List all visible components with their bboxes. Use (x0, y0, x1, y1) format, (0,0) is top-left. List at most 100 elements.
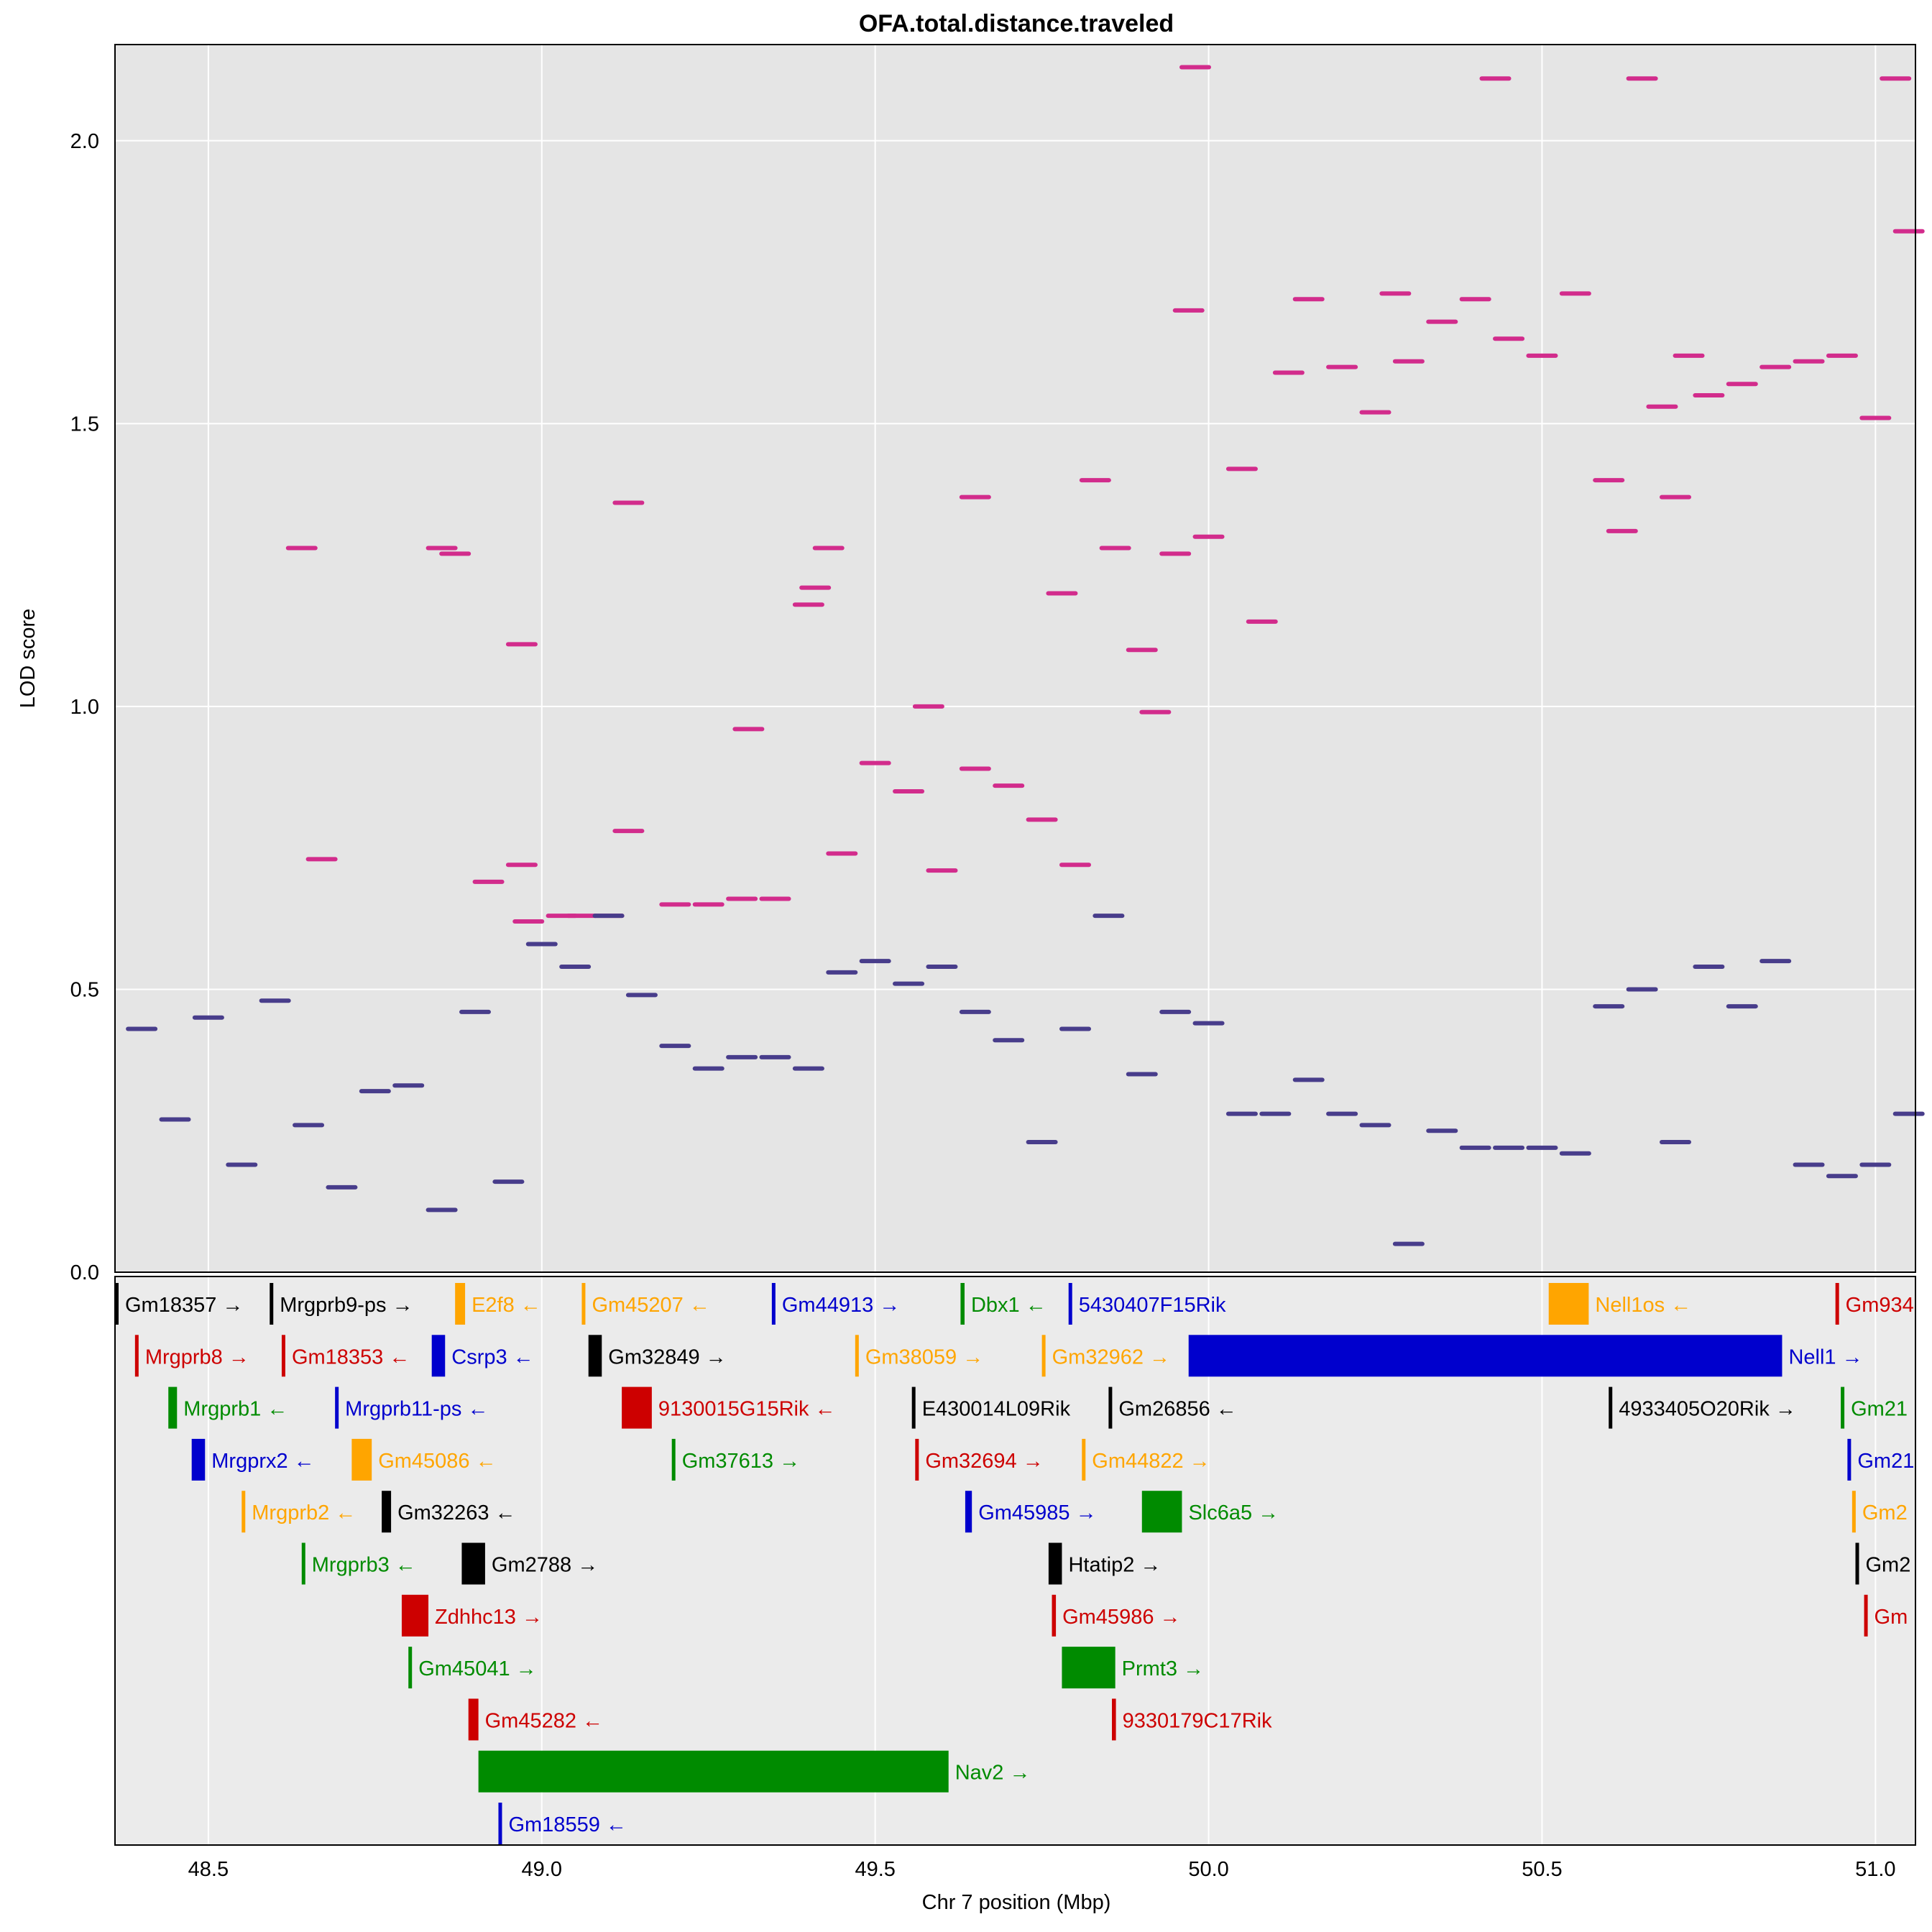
data-point (159, 1117, 191, 1122)
data-point (1326, 364, 1358, 369)
gene-label: E430014L09Rik (922, 1398, 1071, 1421)
data-point (1726, 382, 1758, 387)
gene-label: Mrgprb8 → (145, 1346, 249, 1368)
gene-body (1041, 1335, 1046, 1377)
gene-body (671, 1438, 676, 1481)
data-point (959, 1009, 991, 1014)
gene-body (1068, 1283, 1072, 1325)
data-point (1359, 410, 1392, 415)
data-point (1559, 1151, 1591, 1156)
gene-panel-border (114, 1276, 1916, 1846)
gene-label: Gm18357 → (125, 1294, 243, 1317)
data-point (692, 902, 724, 907)
data-point (625, 993, 658, 998)
x-tick-label: 49.0 (522, 1858, 562, 1881)
gene-body (622, 1386, 652, 1429)
y-tick-label: 0.5 (70, 978, 99, 1001)
data-point (1092, 914, 1125, 919)
data-point (559, 964, 592, 969)
gene-label: Nell1 → (1788, 1346, 1862, 1368)
data-point (1426, 319, 1458, 324)
gene-label: Mrgprb9-ps → (280, 1294, 413, 1317)
data-point (1493, 336, 1525, 341)
data-point (812, 546, 845, 551)
gene-body (134, 1335, 139, 1377)
gene-body (1609, 1386, 1613, 1429)
x-tick-label: 51.0 (1855, 1858, 1895, 1881)
gene-panel: Gm18357 → Mrgprb9-ps → E2f8 ← Gm45207 ← Gm44… (114, 1276, 1916, 1846)
data-point (1126, 648, 1158, 653)
data-point (1392, 1241, 1425, 1246)
data-point (1559, 291, 1591, 296)
gene-label: Zdhhc13 → (435, 1606, 543, 1629)
data-point (126, 1026, 158, 1031)
gene-body (431, 1335, 446, 1377)
gene-body (581, 1283, 586, 1325)
data-point (492, 1179, 525, 1184)
gene-label: Gm45086 ← (378, 1450, 496, 1473)
gene-label: Gm45986 → (1062, 1606, 1180, 1629)
data-point (1159, 1009, 1192, 1014)
gene-body (408, 1647, 413, 1689)
gene-body (242, 1491, 246, 1533)
data-point (692, 1066, 724, 1071)
data-point (959, 766, 991, 771)
x-tick-label: 50.5 (1522, 1858, 1562, 1881)
data-point (993, 1038, 1025, 1043)
gene-label: Gm2788 → (492, 1554, 598, 1577)
data-point (1099, 546, 1131, 551)
data-point (926, 964, 958, 969)
data-point (1859, 1162, 1892, 1167)
data-point (1673, 353, 1705, 358)
data-point (993, 783, 1025, 788)
gene-body (911, 1386, 916, 1429)
gene-label: E2f8 ← (472, 1294, 541, 1317)
data-point (959, 494, 991, 500)
data-point (826, 851, 858, 856)
data-point (612, 500, 645, 505)
gene-body (191, 1438, 206, 1481)
data-point (226, 1162, 258, 1167)
gene-body (461, 1542, 485, 1585)
gene-label: Nav2 → (955, 1762, 1031, 1785)
gene-tracks: Gm18357 → Mrgprb9-ps → E2f8 ← Gm45207 ← Gm44… (115, 1283, 1914, 1844)
lod-panel (114, 44, 1925, 1273)
data-point (799, 585, 832, 590)
data-point (1760, 959, 1792, 964)
data-point (1046, 591, 1078, 596)
data-point (459, 1009, 491, 1014)
gene-label: Gm18559 ← (508, 1813, 626, 1836)
gene-label: Gm21 (1851, 1398, 1908, 1421)
gene-body (960, 1283, 965, 1325)
gene-body (915, 1438, 919, 1481)
data-point (1026, 817, 1058, 822)
data-point (1192, 1021, 1225, 1026)
data-point (359, 1089, 391, 1094)
data-point (659, 1044, 691, 1049)
gene-body (1052, 1594, 1057, 1637)
data-point (566, 914, 598, 919)
gene-body (771, 1283, 776, 1325)
y-axis: 0.0 0.5 1.0 1.5 2.0 (70, 130, 99, 1284)
data-point (426, 1208, 458, 1213)
gene-body (1141, 1491, 1182, 1533)
data-point (893, 788, 925, 794)
gene-label: Gm934 (1846, 1294, 1914, 1317)
gene-label: Gm38059 → (865, 1346, 983, 1368)
data-point (732, 727, 765, 732)
gene-label: Prmt3 → (1122, 1657, 1204, 1680)
data-point (1760, 364, 1792, 369)
data-point (1172, 308, 1205, 313)
data-point (1126, 1072, 1158, 1077)
gene-body (965, 1491, 972, 1533)
x-tick-label: 50.0 (1188, 1858, 1228, 1881)
data-point (926, 868, 958, 873)
gene-body (855, 1335, 859, 1377)
data-point (192, 1015, 224, 1020)
gene-body (382, 1491, 392, 1533)
gene-body (1112, 1698, 1116, 1741)
data-point (1459, 297, 1491, 302)
data-point (792, 602, 824, 607)
data-point (1793, 1162, 1825, 1167)
y-tick-label: 1.5 (70, 413, 99, 436)
